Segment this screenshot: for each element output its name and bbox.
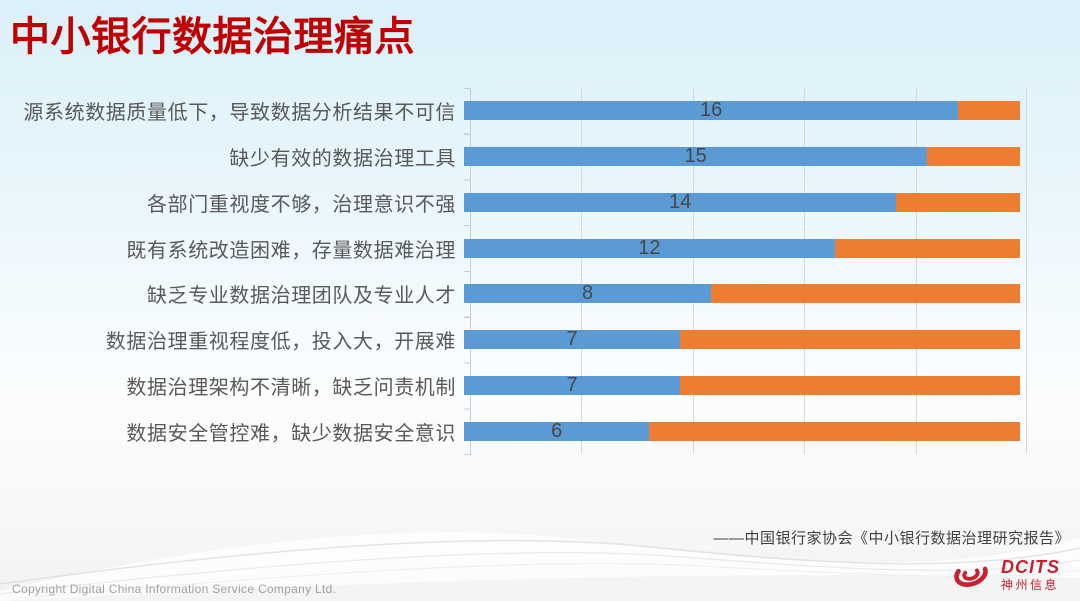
bar-track: 12 xyxy=(464,236,1020,259)
chart-row: 数据安全管控难，缺少数据安全意识 6 xyxy=(0,408,1027,454)
bar-track: 15 xyxy=(464,145,1020,168)
bar-track: 16 xyxy=(464,99,1020,122)
copyright-text: Copyright Digital China Information Serv… xyxy=(12,582,337,596)
gridline xyxy=(581,88,583,454)
chart-row: 各部门重视度不够，治理意识不强 14 xyxy=(0,180,1027,226)
category-label: 缺乏专业数据治理团队及专业人才 xyxy=(147,285,456,308)
bar-value-label: 7 xyxy=(566,373,578,396)
bar-segment-blue: 15 xyxy=(464,145,928,168)
bar-value-label: 14 xyxy=(669,190,692,213)
category-label: 各部门重视度不够，治理意识不强 xyxy=(147,193,456,216)
category-label: 既有系统改造困难，存量数据难治理 xyxy=(126,239,456,262)
bar-segment-blue: 6 xyxy=(464,419,650,442)
category-label: 数据安全管控难，缺少数据安全意识 xyxy=(126,422,456,445)
bar-segment-blue: 14 xyxy=(464,190,897,213)
gridline xyxy=(915,88,917,454)
company-logo: DCITS 神州信息 xyxy=(948,556,1060,592)
dcits-swoosh-icon xyxy=(954,560,988,588)
bar-track: 7 xyxy=(464,328,1020,351)
chart-row: 既有系统改造困难，存量数据难治理 12 xyxy=(0,225,1027,271)
bar-track: 7 xyxy=(464,373,1020,396)
page-title: 中小银行数据治理痛点 xyxy=(10,15,415,59)
bar-value-label: 7 xyxy=(566,328,578,351)
stacked-bar-chart: 源系统数据质量低下，导致数据分析结果不可信 16 缺少有效的数据治理工具 15 … xyxy=(0,88,1027,454)
bar-value-label: 16 xyxy=(699,99,723,122)
bar-value-label: 12 xyxy=(638,236,661,259)
logo-name: DCITS xyxy=(1001,556,1060,577)
bar-track: 6 xyxy=(464,419,1020,442)
chart-row: 源系统数据质量低下，导致数据分析结果不可信 16 xyxy=(0,88,1027,134)
gridline xyxy=(804,88,806,454)
bar-segment-blue: 12 xyxy=(464,236,835,259)
bar-segment-orange xyxy=(896,192,1020,212)
bar-segment-blue: 16 xyxy=(464,99,959,122)
logo-text-block: DCITS 神州信息 xyxy=(1001,558,1060,591)
bar-segment-blue: 8 xyxy=(464,282,712,305)
bar-track: 8 xyxy=(464,282,1020,305)
category-label: 数据治理重视程度低，投入大，开展难 xyxy=(105,331,456,354)
source-note: ——中国银行家协会《中小银行数据治理研究报告》 xyxy=(713,530,1070,547)
category-label: 缺少有效的数据治理工具 xyxy=(229,148,456,171)
bar-segment-orange xyxy=(649,421,1020,441)
chart-row: 数据治理架构不清晰，缺乏问责机制 7 xyxy=(0,363,1027,409)
category-label: 源系统数据质量低下，导致数据分析结果不可信 xyxy=(23,102,456,125)
category-label: 数据治理架构不清晰，缺乏问责机制 xyxy=(126,376,456,399)
bar-segment-blue: 7 xyxy=(464,373,681,396)
axis-ticks xyxy=(464,88,471,455)
bar-segment-orange xyxy=(680,375,1020,395)
bar-segment-orange xyxy=(834,238,1020,258)
bar-segment-orange xyxy=(927,147,1020,167)
chart-row: 缺少有效的数据治理工具 15 xyxy=(0,134,1027,180)
gridline xyxy=(1026,88,1027,454)
chart-row: 数据治理重视程度低，投入大，开展难 7 xyxy=(0,317,1027,363)
bar-segment-blue: 7 xyxy=(464,328,681,351)
bar-segment-orange xyxy=(711,284,1020,304)
gridline xyxy=(692,88,694,454)
logo-cn-name: 神州信息 xyxy=(1001,577,1060,592)
bar-value-label: 6 xyxy=(551,419,563,442)
chart-row: 缺乏专业数据治理团队及专业人才 8 xyxy=(0,271,1027,317)
bar-segment-orange xyxy=(680,330,1020,350)
bar-track: 14 xyxy=(464,190,1020,213)
bar-segment-orange xyxy=(958,101,1020,121)
bar-value-label: 15 xyxy=(684,145,707,168)
bar-value-label: 8 xyxy=(581,282,594,305)
